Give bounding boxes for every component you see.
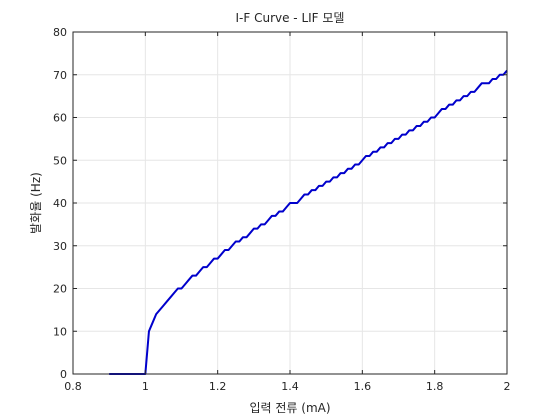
y-tick-label: 30 xyxy=(53,240,67,253)
y-tick-label: 70 xyxy=(53,69,67,82)
x-tick-label: 2 xyxy=(504,380,511,393)
x-tick-label: 1 xyxy=(142,380,149,393)
y-tick-label: 10 xyxy=(53,325,67,338)
series-line xyxy=(109,69,508,375)
x-tick-label: 1.8 xyxy=(426,380,444,393)
x-axis-label: 입력 전류 (mA) xyxy=(249,401,330,415)
y-axis-label: 발화율 (Hz) xyxy=(29,172,43,234)
x-tick-label: 0.8 xyxy=(64,380,82,393)
y-tick-label: 60 xyxy=(53,112,67,125)
y-tick-label: 0 xyxy=(60,368,67,381)
y-tick-label: 80 xyxy=(53,26,67,39)
y-tick-label: 50 xyxy=(53,154,67,167)
x-tick-label: 1.2 xyxy=(209,380,227,393)
x-tick-label: 1.4 xyxy=(281,380,299,393)
x-tick-label: 1.6 xyxy=(354,380,372,393)
y-tick-label: 20 xyxy=(53,283,67,296)
chart-title: I-F Curve - LIF 모델 xyxy=(236,11,345,25)
plot-lines xyxy=(109,69,508,375)
y-tick-label: 40 xyxy=(53,197,67,210)
